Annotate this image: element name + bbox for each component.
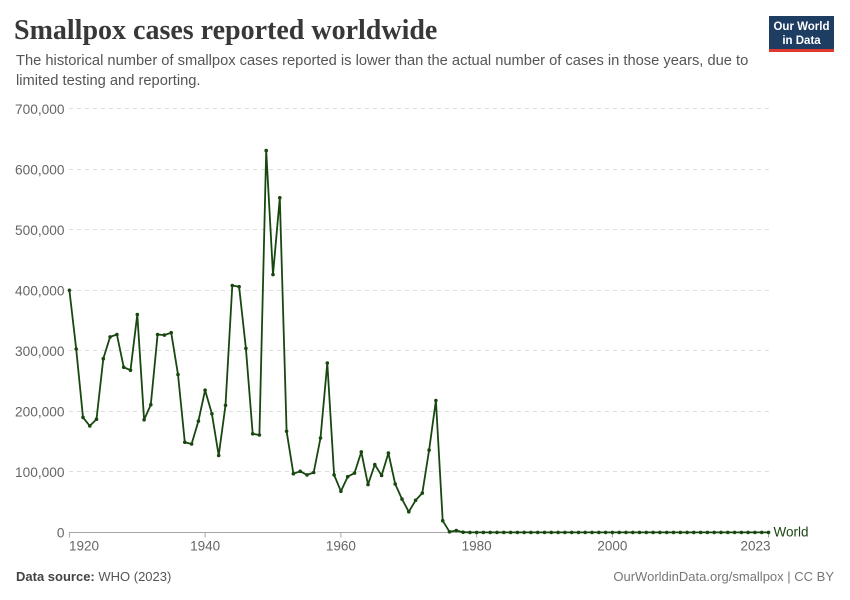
- svg-text:200,000: 200,000: [15, 404, 65, 419]
- svg-text:2023: 2023: [740, 539, 770, 554]
- svg-text:100,000: 100,000: [15, 465, 65, 480]
- svg-text:1960: 1960: [326, 539, 356, 554]
- svg-text:600,000: 600,000: [15, 162, 65, 177]
- svg-text:700,000: 700,000: [15, 102, 65, 117]
- svg-text:2000: 2000: [597, 539, 627, 554]
- svg-text:1920: 1920: [69, 539, 99, 554]
- svg-text:500,000: 500,000: [15, 223, 65, 238]
- svg-text:400,000: 400,000: [15, 283, 65, 298]
- svg-text:World: World: [774, 525, 809, 540]
- svg-text:300,000: 300,000: [15, 344, 65, 359]
- svg-text:1940: 1940: [190, 539, 220, 554]
- svg-text:0: 0: [57, 525, 65, 540]
- svg-text:1980: 1980: [462, 539, 492, 554]
